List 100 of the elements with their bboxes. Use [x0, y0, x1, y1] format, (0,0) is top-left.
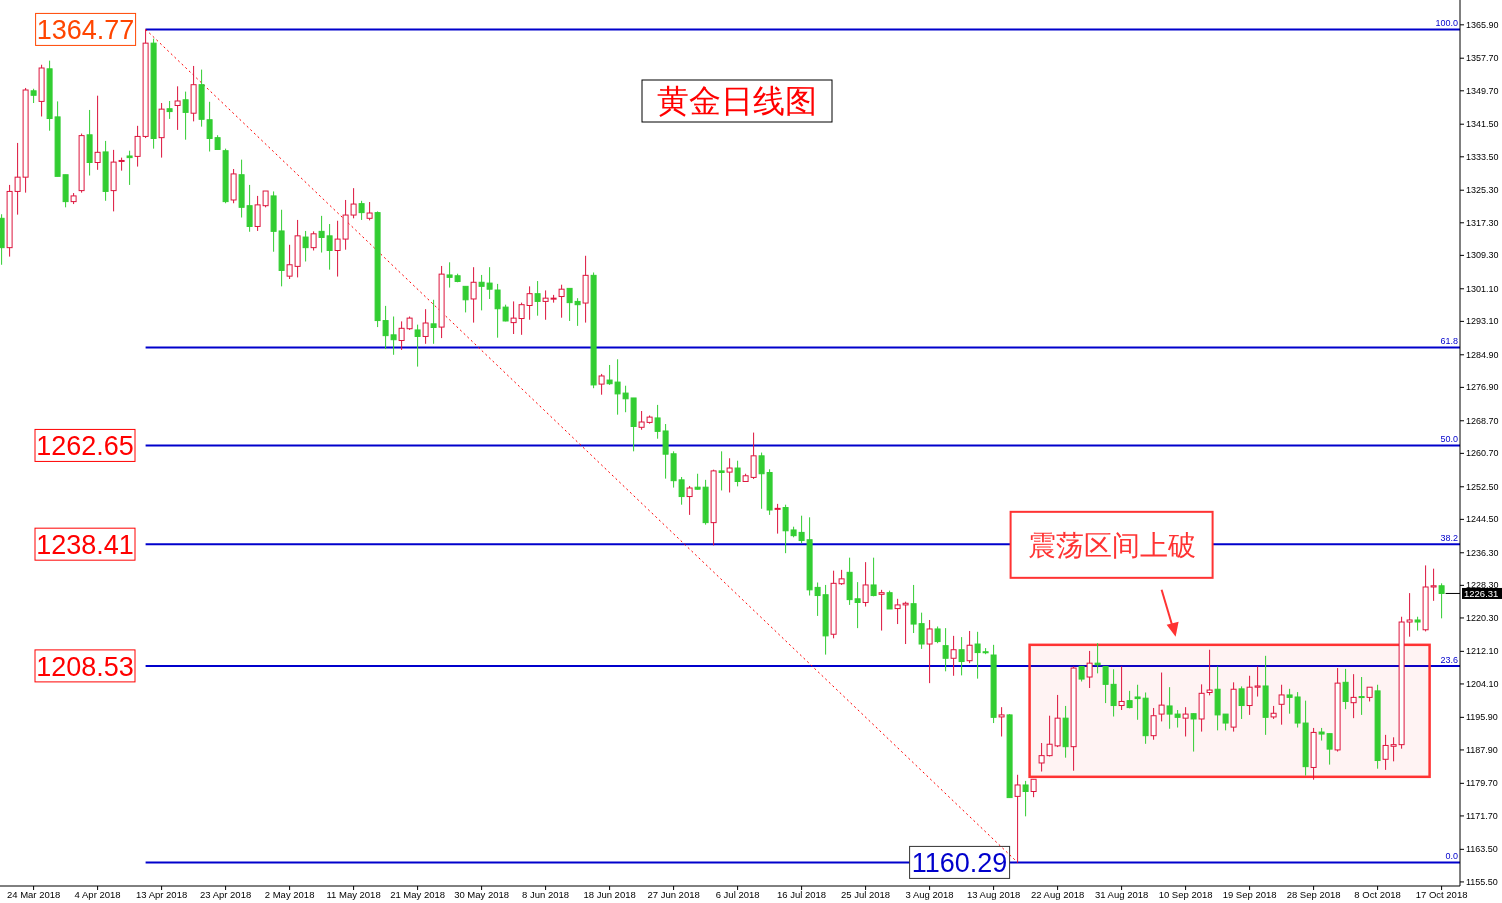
x-tick-label: 21 May 2018	[390, 889, 446, 900]
annotation: 100.0	[1435, 18, 1458, 29]
candlestick	[182, 91, 189, 141]
x-tick-label: 8 Oct 2018	[1354, 889, 1401, 900]
candlestick	[1158, 672, 1165, 722]
y-tick-label: 1212.10	[1466, 646, 1499, 657]
x-tick-label: 31 Aug 2018	[1094, 889, 1149, 900]
x-tick-label: 25 Jul 2018	[841, 889, 891, 900]
candlestick	[1182, 706, 1189, 737]
candlestick	[1022, 780, 1029, 817]
band-label: 震荡区间上破	[1027, 529, 1196, 561]
x-tick-label: 28 Sep 2018	[1286, 889, 1341, 900]
y-tick-label: 1252.50	[1466, 481, 1499, 492]
y-tick-label: 1276.90	[1466, 382, 1499, 393]
y-tick-label: 1301.10	[1466, 283, 1499, 294]
annotation: 61.8	[1440, 336, 1458, 347]
candlestick	[310, 230, 317, 251]
x-tick-label: 8 Jun 2018	[522, 889, 570, 900]
candlestick	[1238, 685, 1245, 720]
candlestick	[862, 561, 869, 608]
ref-line-label: 1238.41	[36, 530, 134, 561]
ref-line-label: 1364.77	[36, 15, 135, 46]
y-tick-label: 1195.90	[1466, 712, 1498, 723]
x-tick-label: 10 Sep 2018	[1158, 889, 1213, 900]
x-tick-label: 17 Oct 2018	[1415, 889, 1468, 900]
ref-line-label: 1208.53	[36, 651, 134, 682]
y-tick-label: 1349.70	[1466, 85, 1499, 96]
candlestick	[966, 630, 973, 664]
candlestick	[998, 706, 1005, 737]
y-tick-label: 1309.30	[1466, 250, 1499, 261]
candlestick	[726, 457, 733, 493]
y-tick-label: 1317.30	[1466, 217, 1499, 228]
candlestick	[94, 95, 101, 171]
candlestick	[534, 280, 541, 317]
x-tick-label: 13 Apr 2018	[135, 889, 188, 900]
x-tick-label: 23 Apr 2018	[199, 889, 252, 900]
candlestick	[1190, 712, 1197, 753]
x-tick-label: 30 May 2018	[454, 889, 510, 900]
y-tick-label: 1357.70	[1466, 53, 1499, 64]
candlestick	[430, 299, 437, 345]
candlestick	[1350, 673, 1357, 719]
candlestick	[734, 460, 741, 487]
candlestick	[686, 485, 693, 516]
ref-line-label: 1262.65	[36, 431, 134, 462]
candlestick	[1358, 676, 1365, 716]
candlestick	[558, 284, 565, 319]
candlestick	[718, 450, 725, 491]
y-tick-label: 1179.70	[1466, 778, 1498, 789]
candlestick	[886, 590, 893, 610]
x-tick-label: 11 May 2018	[326, 889, 381, 900]
candlestick	[878, 589, 885, 632]
text: 黄金日线图	[657, 83, 817, 119]
y-tick-label: 1341.50	[1466, 119, 1499, 130]
x-tick-label: 19 Sep 2018	[1222, 889, 1277, 900]
ref-line-label: 1226.31	[1464, 587, 1499, 599]
y-tick-label: 1187.90	[1466, 744, 1498, 755]
y-tick-label: 1220.30	[1466, 612, 1499, 623]
candlestick	[1278, 684, 1285, 726]
y-tick-label: 1293.10	[1466, 316, 1499, 327]
x-tick-label: 6 Jul 2018	[715, 889, 760, 900]
candlestick	[1150, 707, 1157, 741]
candlestick	[126, 150, 133, 186]
candlestick	[366, 201, 373, 221]
candlestick	[462, 285, 469, 313]
ref-line-label: 1160.29	[911, 848, 1008, 879]
y-tick-label: 1284.90	[1466, 349, 1499, 360]
x-tick-label: 13 Aug 2018	[966, 889, 1021, 900]
candlestick	[1342, 668, 1349, 710]
annotation: 38.2	[1440, 533, 1458, 544]
y-tick-label: 1325.30	[1466, 185, 1499, 196]
candlestick	[1014, 774, 1021, 863]
candlestick	[942, 627, 949, 672]
candlestick	[1118, 665, 1125, 711]
candlestick	[958, 636, 965, 676]
annotation: 23.6	[1440, 654, 1458, 665]
candlestick	[598, 373, 605, 396]
candlestick	[470, 266, 477, 324]
x-tick-label: 27 Jun 2018	[647, 889, 700, 900]
x-tick-label: 18 Jun 2018	[583, 889, 636, 900]
candlestick	[1206, 649, 1213, 696]
y-tick-label: 1163.50	[1466, 844, 1498, 855]
candlestick	[774, 503, 781, 535]
candlestick	[1094, 642, 1101, 674]
y-tick-label: 1155.50	[1466, 876, 1498, 887]
candlestick	[414, 324, 421, 368]
y-tick-label: 1171.70	[1466, 810, 1498, 821]
y-tick-label: 1268.70	[1466, 415, 1499, 426]
candlestick	[870, 557, 877, 597]
candlestick	[950, 635, 957, 677]
y-tick-label: 1244.50	[1466, 514, 1499, 525]
annotation: 50.0	[1440, 434, 1458, 445]
x-tick-label: 4 Apr 2018	[74, 889, 121, 900]
candlestick	[358, 200, 365, 221]
y-tick-label: 1333.50	[1466, 151, 1499, 162]
candlestick	[174, 85, 181, 131]
x-tick-label: 3 Aug 2018	[905, 889, 954, 900]
x-tick-label: 2 May 2018	[264, 889, 315, 900]
candlestick	[302, 230, 309, 262]
x-tick-label: 22 Aug 2018	[1030, 889, 1085, 900]
candlestick	[1438, 582, 1445, 619]
